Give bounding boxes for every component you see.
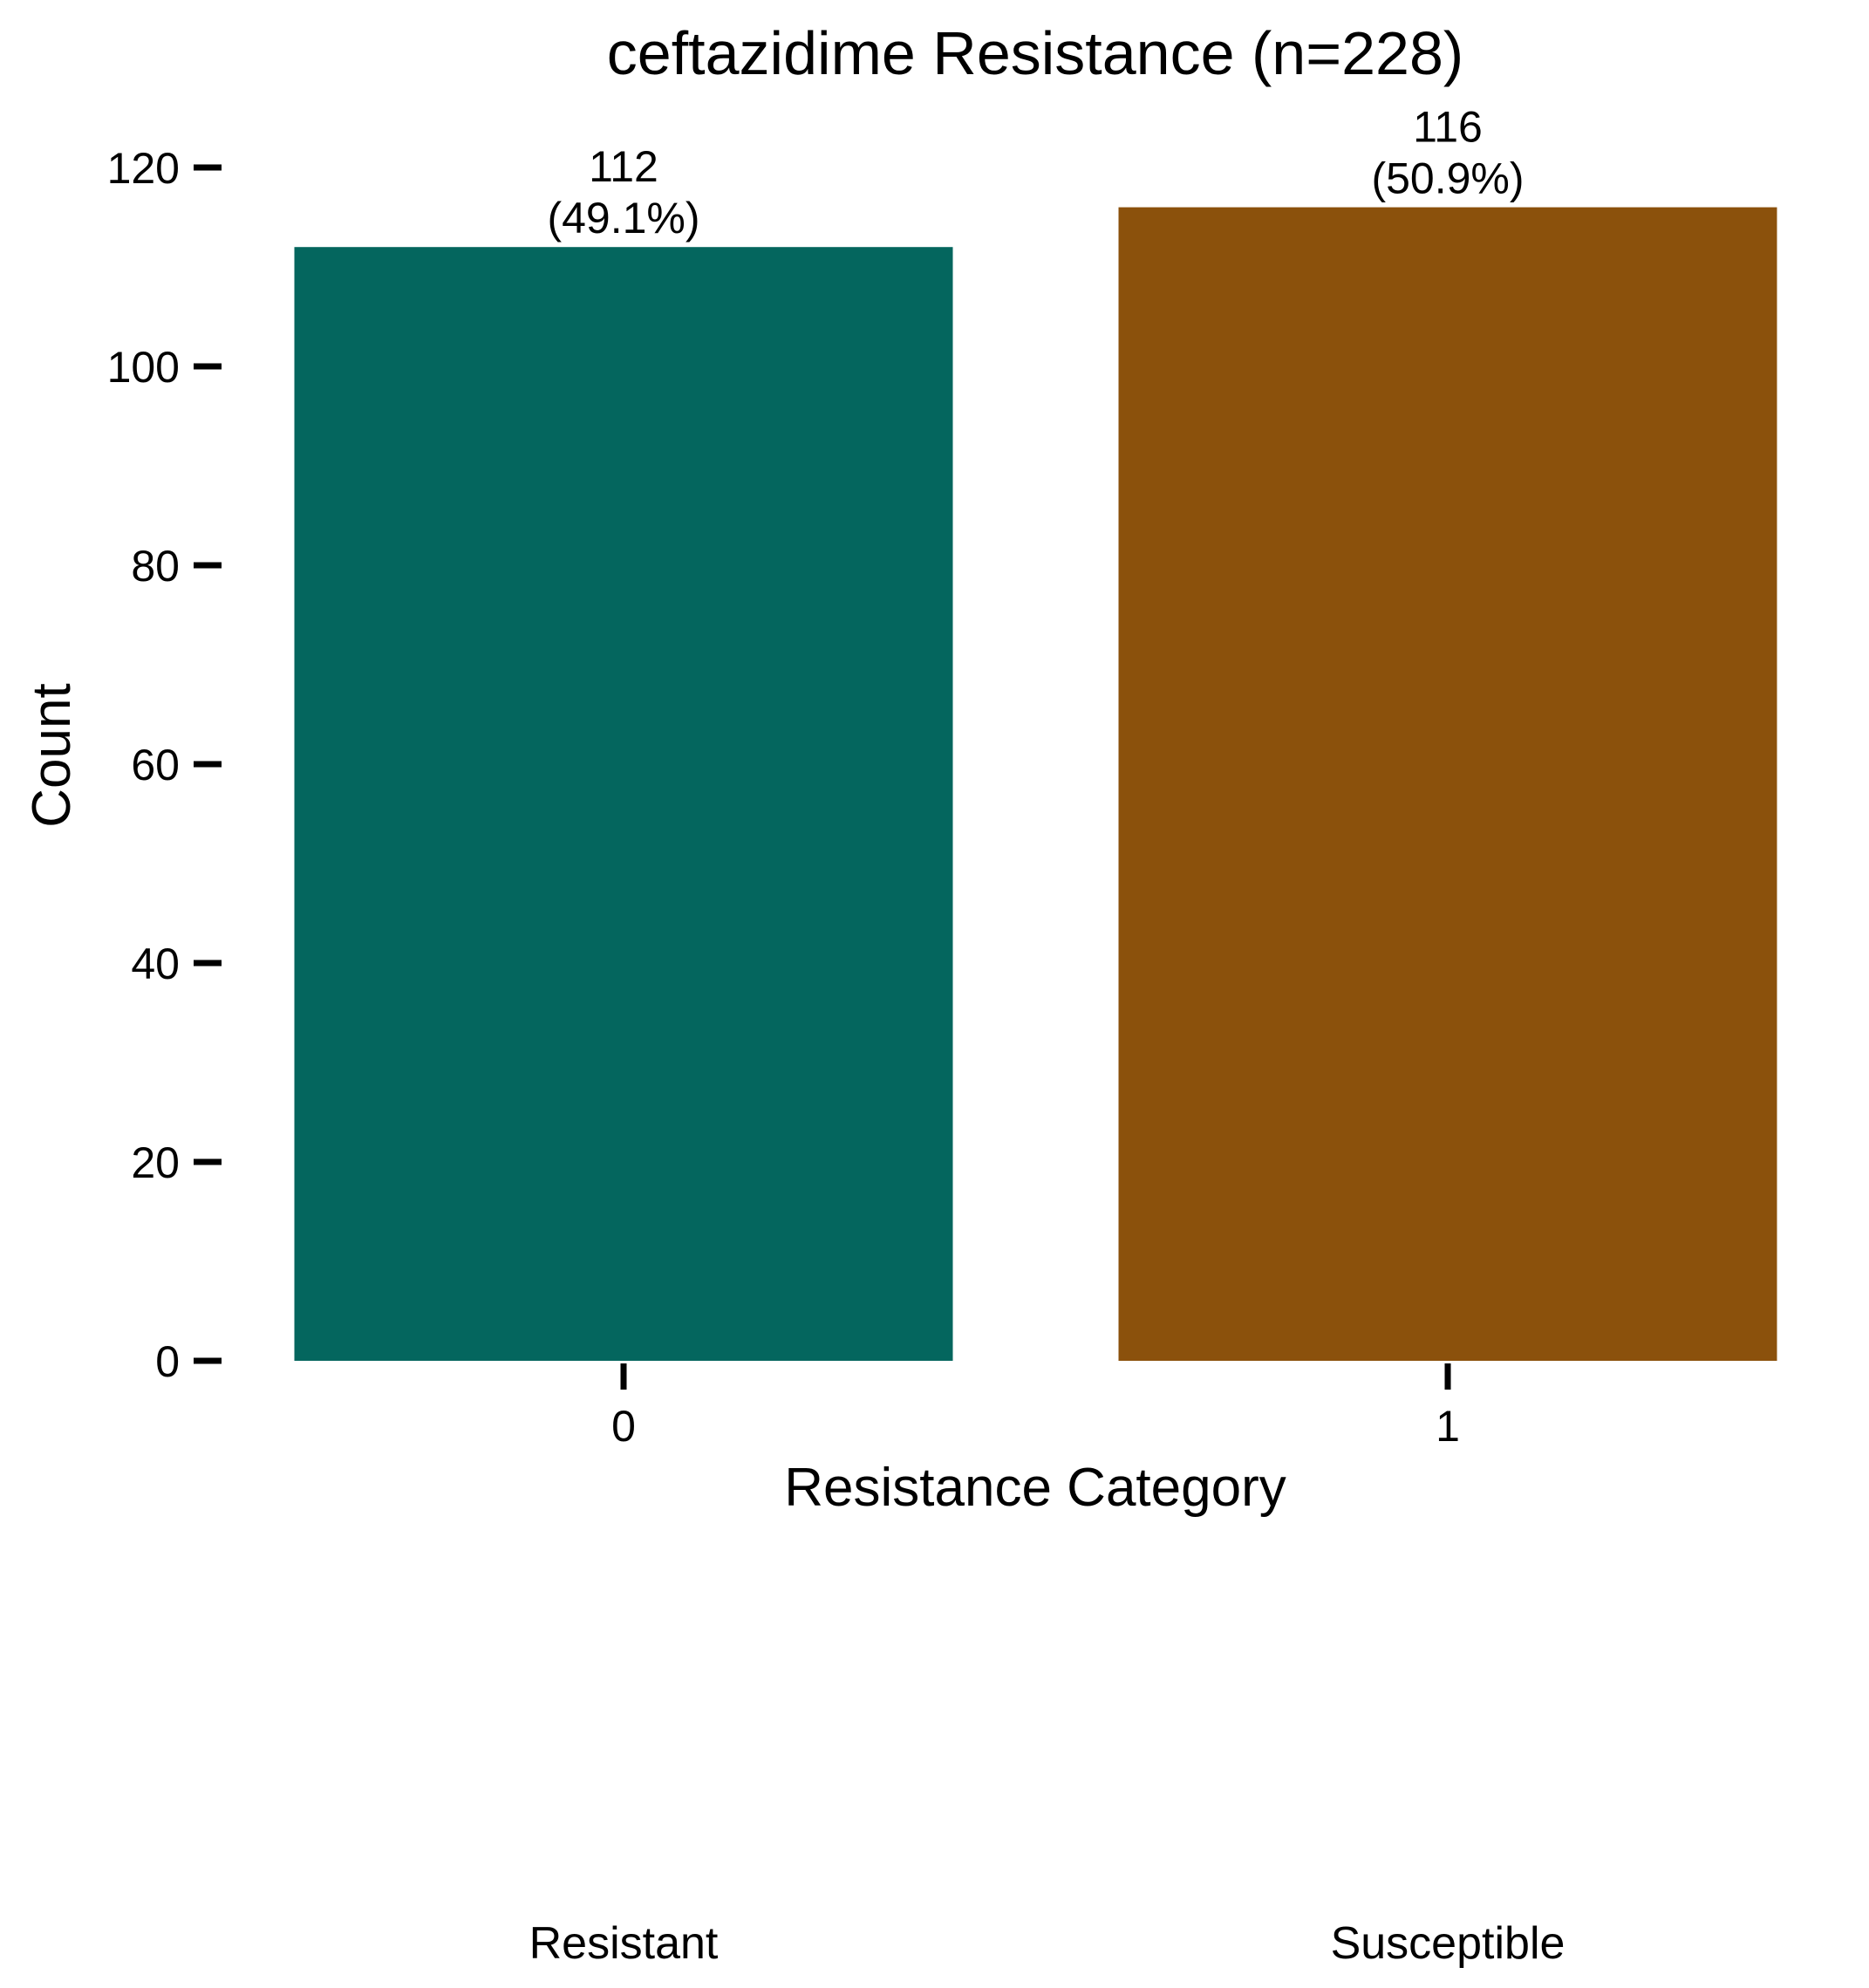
y-axis-title: Count	[22, 683, 82, 827]
bar-value-label: 116	[1413, 103, 1483, 152]
bar-value-label: 112	[589, 142, 658, 191]
x-axis-title: Resistance Category	[784, 1458, 1286, 1518]
y-axis: 0 20 40 60 80 100 120	[107, 144, 222, 1386]
y-tick-label: 120	[107, 144, 180, 193]
bar-percent-label: (49.1%)	[547, 194, 699, 243]
category-names: Resistant Susceptible	[529, 1918, 1565, 1969]
y-tick-label: 0	[155, 1337, 180, 1386]
category-name-susceptible: Susceptible	[1331, 1918, 1565, 1969]
y-tick-label: 60	[131, 741, 180, 789]
y-tick-label: 80	[131, 542, 180, 591]
y-tick-label: 20	[131, 1138, 180, 1187]
category-name-resistant: Resistant	[529, 1918, 719, 1969]
x-tick-label: 0	[611, 1402, 636, 1451]
bars: 112(49.1%) 116(50.9%)	[294, 103, 1777, 1362]
bar-susceptible	[1118, 207, 1777, 1362]
bar-resistant	[294, 247, 953, 1362]
y-tick-label: 40	[131, 939, 180, 988]
x-tick-label: 1	[1436, 1402, 1460, 1451]
y-tick-label: 100	[107, 343, 180, 392]
chart-title: ceftazidime Resistance (n=228)	[607, 19, 1463, 87]
bar-percent-label: (50.9%)	[1371, 154, 1524, 203]
